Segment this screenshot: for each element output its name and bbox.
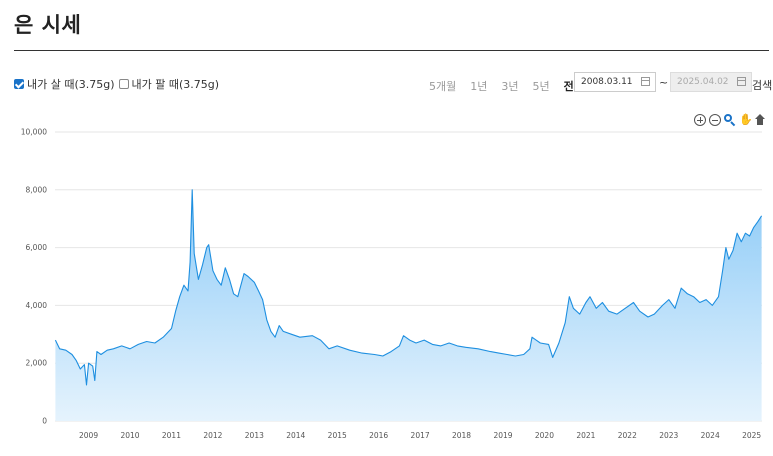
x-tick-label: 2022 xyxy=(618,431,637,440)
start-date-value: 2008.03.11 xyxy=(581,77,633,87)
date-range-separator: ~ xyxy=(659,76,669,89)
y-axis: 0 2,000 4,000 6,000 8,000 10,000 xyxy=(21,128,47,426)
range-5-years-button[interactable]: 5년 xyxy=(532,80,550,93)
sell-price-label: 내가 팔 때(3.75g) xyxy=(131,78,220,91)
end-date-value: 2025.04.02 xyxy=(677,77,729,87)
x-tick-label: 2025 xyxy=(742,431,761,440)
x-tick-label: 2012 xyxy=(203,431,222,440)
pan-icon[interactable]: ✋ xyxy=(739,113,753,126)
x-tick-label: 2024 xyxy=(701,431,720,440)
price-line xyxy=(54,189,763,386)
price-area xyxy=(55,189,762,421)
x-tick-label: 2013 xyxy=(245,431,264,440)
calendar-icon[interactable] xyxy=(641,77,650,86)
x-tick-label: 2020 xyxy=(535,431,554,440)
x-tick-label: 2021 xyxy=(576,431,595,440)
title-divider xyxy=(14,50,769,51)
zoom-out-icon[interactable] xyxy=(709,114,721,126)
x-tick-label: 2017 xyxy=(411,431,430,440)
sell-price-checkbox[interactable]: 내가 팔 때(3.75g) xyxy=(118,76,220,92)
x-tick-label: 2011 xyxy=(162,431,181,440)
x-tick-label: 2009 xyxy=(79,431,98,440)
y-tick-label: 0 xyxy=(42,417,47,426)
x-tick-label: 2016 xyxy=(369,431,388,440)
x-tick-label: 2014 xyxy=(286,431,305,440)
search-button[interactable]: 검색 xyxy=(752,79,773,92)
sell-checkbox-box[interactable] xyxy=(118,79,129,89)
zoom-select-icon[interactable] xyxy=(724,114,736,126)
calendar-icon[interactable] xyxy=(737,77,746,86)
buy-price-label: 내가 살 때(3.75g) xyxy=(27,78,115,91)
end-date-field[interactable]: 2025.04.02 xyxy=(670,72,752,92)
price-type-filters: 내가 살 때(3.75g) 내가 팔 때(3.75g) xyxy=(14,76,223,92)
x-tick-label: 2019 xyxy=(493,431,512,440)
home-icon[interactable] xyxy=(754,114,766,126)
start-date-field[interactable]: 2008.03.11 xyxy=(574,72,656,92)
x-tick-label: 2018 xyxy=(452,431,471,440)
y-tick-label: 4,000 xyxy=(26,301,48,310)
y-tick-label: 8,000 xyxy=(26,185,48,194)
range-3-years-button[interactable]: 3년 xyxy=(501,80,519,93)
buy-price-checkbox[interactable]: 내가 살 때(3.75g) xyxy=(14,76,115,92)
x-tick-label: 2010 xyxy=(120,431,139,440)
x-tick-label: 2023 xyxy=(659,431,678,440)
y-tick-label: 10,000 xyxy=(21,128,47,137)
x-axis: 2009 2010 2011 2012 2013 2014 2015 2016 2017 2018… xyxy=(79,431,761,440)
y-tick-label: 2,000 xyxy=(26,359,48,368)
chart-toolbar: ✋ xyxy=(694,114,769,126)
range-1-year-button[interactable]: 1년 xyxy=(470,80,488,93)
range-5-months-button[interactable]: 5개월 xyxy=(429,80,457,93)
buy-checkbox-box[interactable] xyxy=(14,79,24,89)
zoom-in-icon[interactable] xyxy=(694,114,706,126)
y-tick-label: 6,000 xyxy=(26,243,48,252)
page-title: 은 시세 xyxy=(14,13,82,37)
x-tick-label: 2015 xyxy=(328,431,347,440)
